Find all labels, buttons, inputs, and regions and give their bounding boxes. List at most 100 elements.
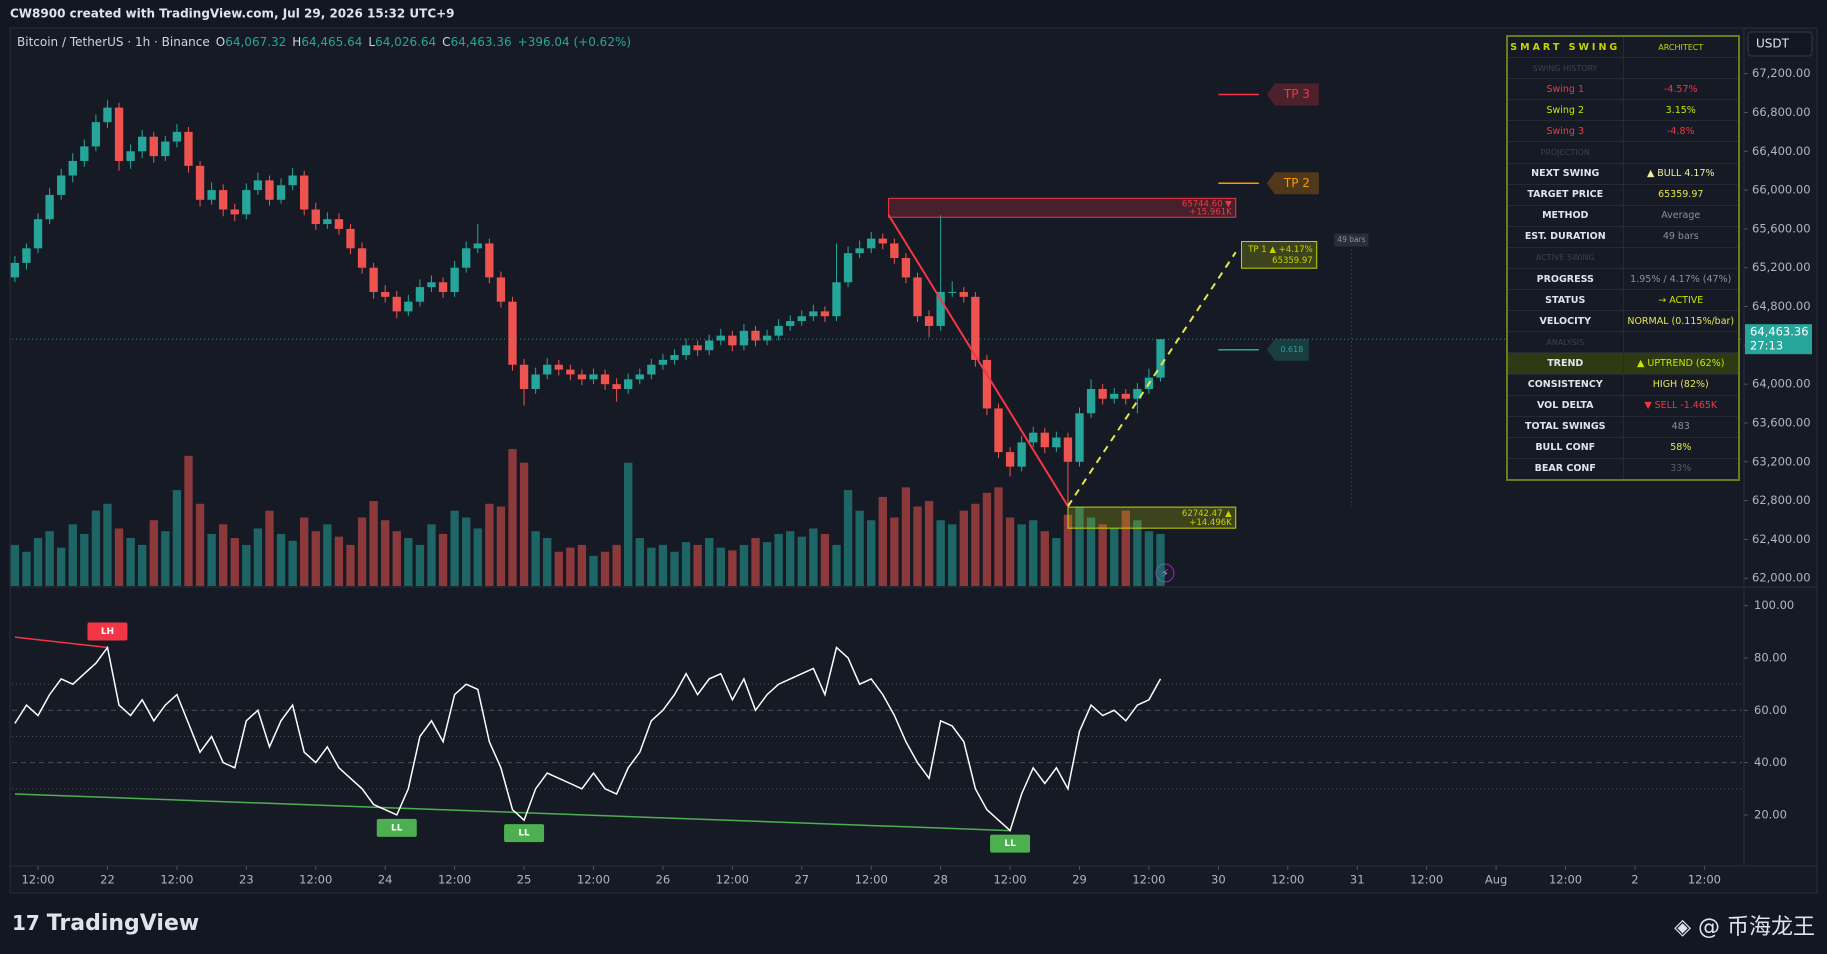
volume-bar <box>693 544 702 586</box>
y-tick-label: 63,200.00 <box>1752 454 1811 468</box>
x-tick-label: 12:00 <box>160 873 193 887</box>
volume-bar <box>22 551 31 586</box>
candle-body <box>1063 437 1073 462</box>
volume-bar <box>809 528 818 586</box>
volume-bar <box>1017 524 1026 586</box>
candle-body <box>161 141 170 157</box>
legend-key: O <box>216 35 225 49</box>
row-value: ▼ SELL -1.465K <box>1644 400 1718 412</box>
candle-body <box>635 374 644 380</box>
swing-marker <box>990 834 1031 853</box>
candle-body <box>184 131 193 166</box>
swing-marker <box>376 818 417 837</box>
volume-bar <box>1052 538 1061 586</box>
volume-bar <box>311 531 320 586</box>
candle-body <box>57 175 66 195</box>
volume-bar <box>774 533 783 586</box>
volume-bar <box>589 555 598 586</box>
row-label: PROJECTION <box>1508 142 1624 163</box>
volume-bar <box>624 462 633 586</box>
volume-bar <box>959 510 968 586</box>
candle-body <box>230 209 239 215</box>
x-tick-label: 12:00 <box>716 873 749 887</box>
y-tick-label: 62,000.00 <box>1752 571 1811 585</box>
box-sub: +14.496K <box>1189 518 1232 528</box>
volume-bar <box>994 487 1003 586</box>
panel-row: NEXT SWING ▲ BULL 4.17% <box>1508 162 1738 184</box>
annotation-box <box>1241 241 1318 269</box>
candle-body <box>543 364 552 375</box>
candle-body <box>1156 339 1165 378</box>
volume-bar <box>554 551 563 586</box>
row-value: HIGH (82%) <box>1652 379 1709 391</box>
volume-bar <box>762 542 772 586</box>
candle-body <box>890 243 899 259</box>
candle-body <box>924 316 934 326</box>
panel-row: EST. DURATION 49 bars <box>1508 225 1738 247</box>
row-label: BEAR CONF <box>1508 458 1624 479</box>
x-tick-label: 29 <box>1072 873 1087 887</box>
swing-marker-label: LL <box>1004 839 1016 849</box>
candle-body <box>68 160 77 176</box>
candle-body <box>693 345 702 351</box>
candle-body <box>126 151 135 161</box>
volume-bar <box>346 544 355 586</box>
volume-bar <box>670 551 679 586</box>
row-label: BULL CONF <box>1508 437 1624 458</box>
volume-bar <box>1133 520 1142 586</box>
volume-bar <box>323 524 332 586</box>
volume-bar <box>1098 524 1107 586</box>
volume-bar <box>577 544 587 586</box>
row-label: SWING HISTORY <box>1508 58 1624 79</box>
x-tick-label: 12:00 <box>1688 873 1721 887</box>
volume-bar <box>936 520 945 586</box>
box-text: 65744.60 ▼ <box>1182 200 1232 210</box>
row-label: ACTIVE SWING <box>1508 247 1624 269</box>
volume-bar <box>647 547 656 586</box>
candle-body <box>392 296 401 312</box>
candle-body <box>438 282 448 292</box>
legend-value: 64,465.64 <box>301 35 362 49</box>
rsi-tick-label: 80.00 <box>1754 651 1787 665</box>
volume-bar <box>635 538 644 586</box>
candle-body <box>450 267 459 292</box>
volume-bar <box>91 510 101 586</box>
y-tick-label: 65,200.00 <box>1752 260 1811 274</box>
row-label: STATUS <box>1508 290 1624 311</box>
candle-body <box>45 194 54 220</box>
rsi-tick-label: 100.00 <box>1754 598 1794 612</box>
candle-body <box>658 359 668 365</box>
volume-bar <box>10 544 20 586</box>
row-value: 33% <box>1670 463 1692 475</box>
panel-row: PROGRESS 1.95% / 4.17% (47%) <box>1508 268 1738 290</box>
volume-bar <box>948 524 957 586</box>
row-value: Average <box>1661 210 1701 222</box>
volume-bar <box>1110 528 1119 586</box>
x-tick-label: 25 <box>517 873 532 887</box>
row-label: Swing 2 <box>1508 100 1624 121</box>
swing-line <box>1067 251 1237 507</box>
annotation-box <box>1067 506 1237 529</box>
volume-bar <box>172 490 182 586</box>
volume-bar <box>276 533 286 586</box>
swing-line <box>887 214 1069 507</box>
rsi-trendline <box>14 793 1011 832</box>
row-label: Swing 3 <box>1508 121 1624 142</box>
x-tick-label: 28 <box>933 873 948 887</box>
volume-bar <box>612 544 621 586</box>
candle-body <box>10 262 20 278</box>
candle-body <box>531 374 540 390</box>
legend-title: Bitcoin / TetherUS · 1h · Binance <box>17 35 210 49</box>
candle-body <box>647 364 656 375</box>
y-tick-label: 66,000.00 <box>1752 183 1811 197</box>
panel-tag: ARCHITECT <box>1658 42 1704 52</box>
volume-bar <box>253 528 263 586</box>
legend-value: 64,026.64 <box>375 35 436 49</box>
volume-bar <box>57 547 66 586</box>
currency-box[interactable] <box>1747 31 1813 57</box>
candle-body <box>311 209 320 225</box>
candle-body <box>300 175 309 210</box>
row-value: 1.95% / 4.17% (47%) <box>1630 273 1732 285</box>
row-label: PROGRESS <box>1508 269 1624 290</box>
volume-bar <box>300 517 309 586</box>
